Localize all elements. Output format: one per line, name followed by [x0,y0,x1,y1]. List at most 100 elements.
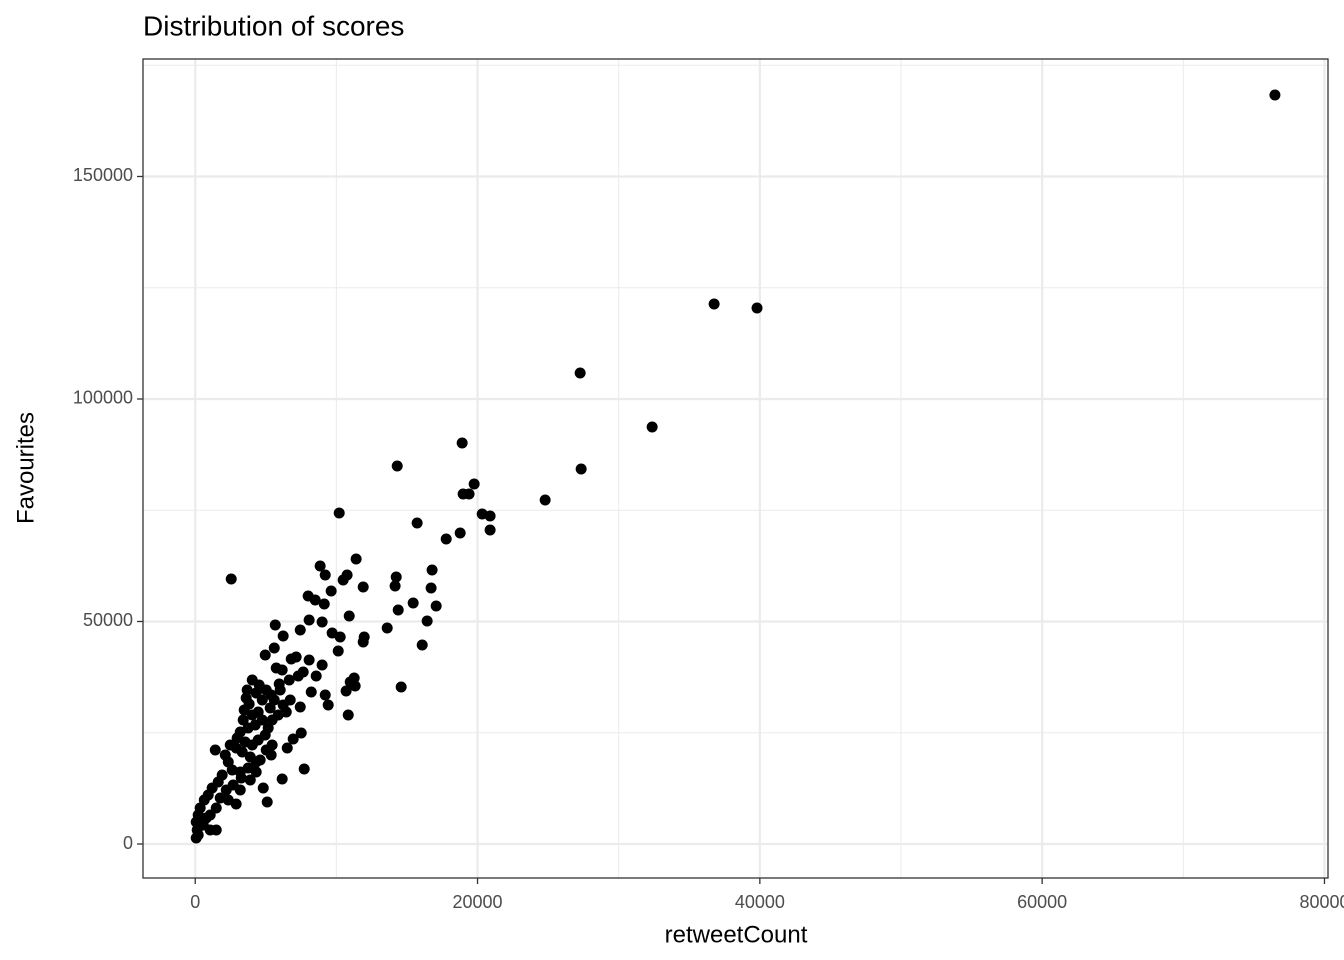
x-axis-title: retweetCount [665,921,808,948]
point [235,772,247,784]
point [309,594,321,606]
point [332,645,344,657]
point [261,796,273,808]
point [254,754,266,766]
point [342,709,354,721]
point [234,784,246,796]
point [236,746,248,758]
point [421,615,433,627]
point [292,670,304,682]
point [430,600,442,612]
point [295,727,307,739]
y-tick-label: 50000 [83,610,133,630]
point [407,597,419,609]
point [257,782,269,794]
point [318,598,330,610]
point [284,694,296,706]
point [298,763,310,775]
point [426,564,438,576]
point [281,742,293,754]
point [294,701,306,713]
point [192,829,204,841]
x-tick-label: 0 [190,892,200,912]
point [389,580,401,592]
point [333,507,345,519]
point [219,749,231,761]
point [574,367,586,379]
point [395,681,407,693]
point [294,624,306,636]
y-axis-title: Favourites [12,412,39,524]
point [238,704,250,716]
grid [143,59,1328,878]
point [708,298,720,310]
point [440,533,452,545]
point [390,571,402,583]
point [224,739,236,751]
point [340,685,352,697]
point [456,437,468,449]
point [646,421,658,433]
point [322,699,334,711]
point [337,574,349,586]
point [259,649,271,661]
point [210,824,222,836]
point [280,706,292,718]
point [316,616,328,628]
point [225,573,237,585]
point [268,642,280,654]
point [468,478,480,490]
point [210,802,222,814]
point [222,794,234,806]
point [381,622,393,634]
y-tick-label: 0 [123,833,133,853]
point [411,517,423,529]
chart-title: Distribution of scores [143,10,404,41]
point [357,581,369,593]
point [268,694,280,706]
point [285,653,297,665]
point [269,619,281,631]
point [484,524,496,536]
point [277,630,289,642]
point [274,684,286,696]
point [1269,89,1281,101]
point [539,494,551,506]
point [303,614,315,626]
x-tick-label: 20000 [453,892,503,912]
point [250,766,262,778]
point [319,569,331,581]
point [751,302,763,314]
point [357,636,369,648]
x-tick-label: 60000 [1017,892,1067,912]
panel-border [142,58,1329,879]
point [244,774,256,786]
point [303,654,315,666]
point [392,604,404,616]
point [276,664,288,676]
point [283,674,295,686]
points [190,89,1281,844]
point [454,527,466,539]
point [305,686,317,698]
point [276,773,288,785]
point [344,676,356,688]
point [209,744,221,756]
point [463,488,475,500]
x-tick-label: 40000 [735,892,785,912]
point [316,659,328,671]
point [237,714,249,726]
point [246,674,258,686]
point [484,510,496,522]
y-tick-label: 100000 [73,388,133,408]
point [391,460,403,472]
point [350,553,362,565]
point [287,733,299,745]
point [325,585,337,597]
point [310,670,322,682]
point [200,812,212,824]
point [334,631,346,643]
point [319,689,331,701]
